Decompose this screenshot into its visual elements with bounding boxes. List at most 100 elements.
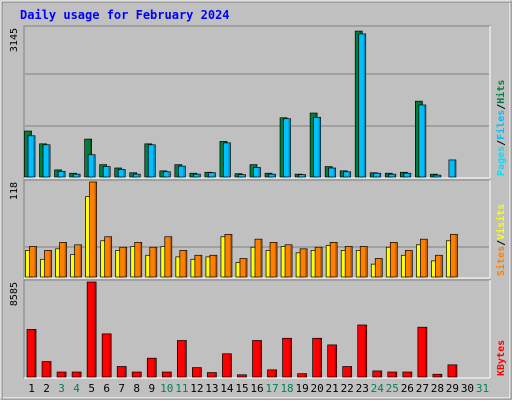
y-max-label: 8585 [9,282,20,306]
bar-kbytes-day-11 [176,340,187,378]
bar-kbytes-day-20 [312,337,322,378]
bar-files-day-24 [373,172,382,178]
legend-entry: Hits [495,80,507,104]
bar-kbytes-day-2 [41,361,52,378]
bar-files-day-13 [208,172,216,178]
chart-title: Daily usage for February 2024 [20,8,230,22]
x-tick-label-day-18: 18 [280,382,293,395]
x-tick-label-day-14: 14 [220,382,234,395]
bar-kbytes-day-16 [252,340,262,378]
bar-sites-day-24 [374,258,383,278]
bar-sites-day-19 [299,248,308,278]
bar-kbytes-day-26 [402,371,413,378]
bar-kbytes-day-15 [237,374,247,378]
bar-kbytes-day-27 [417,326,428,378]
legend-entry: Visits [495,204,507,240]
bar-files-day-10 [162,171,171,178]
bar-files-day-18 [283,118,291,178]
bar-sites-day-12 [194,254,203,278]
legend-entry: KBytes [496,340,507,376]
x-tick-label-day-15: 15 [235,382,248,395]
x-tick-label-day-29: 29 [446,382,459,395]
bar-kbytes-day-21 [327,344,338,378]
bar-sites-day-28 [435,254,443,278]
bar-kbytes-day-19 [297,373,307,378]
x-tick-label-day-24: 24 [371,382,385,395]
bar-kbytes-day-6 [101,333,112,378]
bar-kbytes-day-17 [267,369,277,378]
x-tick-label-day-8: 8 [133,382,140,395]
x-tick-label-day-22: 22 [341,382,354,395]
legend-kbytes: KBytes [496,340,507,376]
bar-kbytes-day-22 [342,366,353,378]
legend-entry: / [496,140,507,146]
x-tick-label-day-25: 25 [386,382,399,395]
x-tick-label-day-4: 4 [73,382,80,395]
bar-sites-day-26 [404,250,413,278]
bar-sites-day-16 [254,238,263,278]
bar-sites-day-29 [450,233,458,278]
bar-sites-day-2 [44,250,52,278]
bar-files-day-14 [223,142,231,178]
bar-files-day-5 [87,154,96,178]
x-tick-label-day-13: 13 [205,382,218,395]
bar-sites-day-3 [59,242,67,278]
bar-files-day-8 [132,173,141,178]
bar-files-day-4 [72,173,81,178]
x-axis-day-labels: 1 2 3 4 5 6 7 8 9 10 11 12 13 14 15 16 17 18 19 20 21 22 23 24 2… [28,382,489,395]
chart-panels: 3145Pages/Files/Hits118Sites/Visits8585K… [9,25,507,379]
bar-kbytes-day-8 [131,371,142,378]
bar-files-day-26 [403,172,412,178]
bar-sites-day-15 [239,258,248,278]
x-tick-label-day-10: 10 [160,382,173,395]
bar-files-day-20 [313,116,321,178]
bar-sites-day-27 [420,238,428,278]
bar-files-day-12 [193,173,201,178]
x-tick-label-day-3: 3 [58,382,65,395]
bar-kbytes-day-10 [161,371,172,378]
x-tick-label-day-12: 12 [190,382,203,395]
bar-files-day-27 [418,104,427,178]
bar-kbytes-day-25 [387,371,398,378]
x-tick-label-day-20: 20 [311,382,324,395]
bar-files-day-3 [57,170,66,178]
bar-files-day-1 [27,135,36,178]
bar-kbytes-day-23 [357,324,368,378]
legend-entry: Sites [495,246,507,276]
bar-sites-day-8 [134,242,143,278]
bar-kbytes-day-1 [26,329,37,378]
legend-entry: Pages [496,146,507,176]
x-tick-label-day-26: 26 [401,382,414,395]
bar-files-day-11 [177,165,186,178]
bar-kbytes-day-9 [146,357,157,378]
x-tick-label-day-2: 2 [43,382,50,395]
y-max-label: 3145 [9,28,20,52]
bar-kbytes-day-14 [222,353,232,378]
bar-files-day-7 [117,169,126,178]
bar-sites-day-20 [314,246,323,278]
x-tick-label-day-30: 30 [461,382,474,395]
x-tick-label-day-9: 9 [148,382,155,395]
bar-files-day-21 [328,167,337,178]
x-tick-label-day-23: 23 [356,382,369,395]
bar-files-day-9 [147,144,156,178]
bar-kbytes-day-12 [192,367,202,378]
bar-sites-day-5 [89,181,97,278]
bar-kbytes-day-29 [447,364,458,378]
bar-sites-day-18 [284,244,293,278]
bar-kbytes-day-13 [207,372,217,378]
bar-files-day-23 [358,33,367,178]
bar-files-day-16 [253,167,261,178]
bar-files-day-25 [388,173,397,178]
legend-entry: / [496,240,507,246]
bar-sites-day-17 [269,242,278,278]
bar-kbytes-day-24 [372,370,383,378]
legend-visits-sites: Sites/Visits [495,204,507,276]
x-tick-label-day-28: 28 [431,382,444,395]
bar-sites-day-11 [179,250,188,278]
x-tick-label-day-6: 6 [103,382,110,395]
